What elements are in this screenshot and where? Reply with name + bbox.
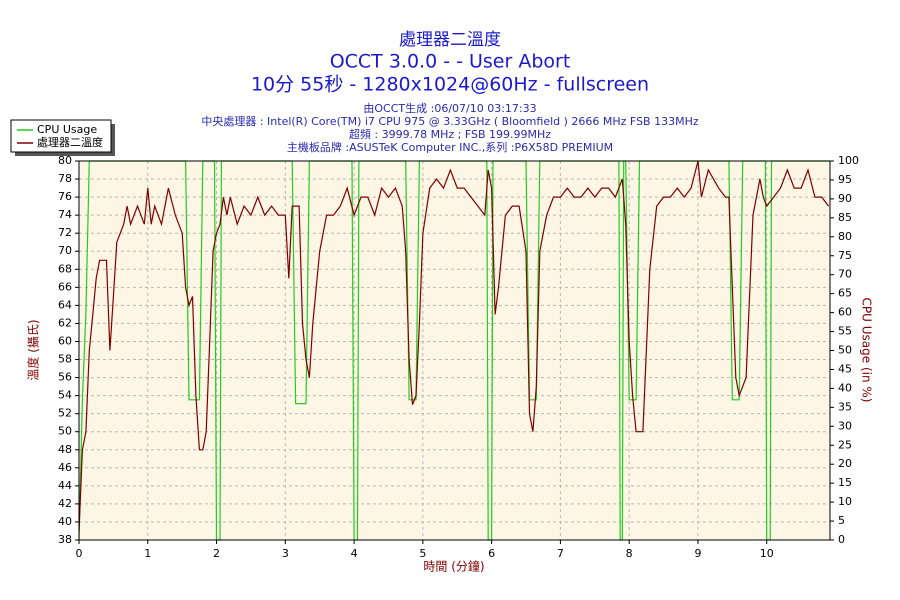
y2-tick-label: 40 (838, 381, 852, 394)
x-tick-label: 0 (76, 547, 83, 560)
y2-tick-label: 35 (838, 400, 852, 413)
y2-tick-label: 45 (838, 362, 852, 375)
y-tick-label: 44 (58, 479, 72, 492)
subtitle: OCCT 3.0.0 - - User Abort (330, 51, 571, 73)
y-tick-label: 74 (58, 208, 72, 221)
y2-tick-label: 75 (838, 249, 852, 262)
x-tick-label: 7 (557, 547, 564, 560)
x-tick-label: 3 (282, 547, 289, 560)
y2-tick-label: 25 (838, 438, 852, 451)
y-tick-label: 54 (58, 389, 72, 402)
x-tick-label: 4 (351, 547, 358, 560)
y-tick-label: 42 (58, 497, 72, 510)
x-tick-label: 1 (144, 547, 151, 560)
y2-tick-label: 85 (838, 211, 852, 224)
y-tick-label: 58 (58, 353, 72, 366)
y2-tick-label: 80 (838, 230, 852, 243)
y2-tick-label: 5 (838, 514, 845, 527)
y-tick-label: 72 (58, 226, 72, 239)
y2-tick-label: 70 (838, 268, 852, 281)
y2-tick-label: 10 (838, 495, 852, 508)
y-tick-label: 48 (58, 443, 72, 456)
y2-tick-label: 30 (838, 419, 852, 432)
y-tick-label: 66 (58, 280, 72, 293)
y-tick-label: 80 (58, 154, 72, 167)
data-line (79, 160, 830, 532)
x-tick-label: 8 (626, 547, 633, 560)
y-tick-label: 76 (58, 190, 72, 203)
y2-tick-label: 95 (838, 173, 852, 186)
y-tick-label: 56 (58, 371, 72, 384)
plot-area (78, 160, 831, 541)
y-tick-label: 68 (58, 262, 72, 275)
y-tick-label: 60 (58, 334, 72, 347)
y2-tick-label: 100 (838, 154, 859, 167)
y-tick-label: 50 (58, 425, 72, 438)
y2-tick-label: 15 (838, 476, 852, 489)
x-axis-label: 時間 (分鐘) (423, 559, 484, 574)
y-tick-label: 40 (58, 515, 72, 528)
legend-label: CPU Usage (37, 123, 97, 136)
y-tick-label: 62 (58, 316, 72, 329)
y2-tick-label: 55 (838, 325, 852, 338)
y-tick-label: 70 (58, 244, 72, 257)
legend (10, 119, 112, 153)
y-tick-label: 78 (58, 172, 72, 185)
y-tick-label: 64 (58, 298, 72, 311)
y-tick-label: 38 (58, 533, 72, 546)
info-line: 超頻 : 3999.78 MHz ; FSB 199.99MHz (349, 127, 551, 141)
y2-tick-label: 20 (838, 457, 852, 470)
info-line: 由OCCT生成 :06/07/10 03:17:33 (363, 101, 536, 115)
y-axis-label: 溫度 (攝氏) (26, 319, 41, 380)
x-tick-label: 10 (760, 547, 774, 560)
y2-tick-label: 0 (838, 533, 845, 546)
y2-tick-label: 65 (838, 287, 852, 300)
plot-border (78, 160, 831, 541)
info-line: 中央處理器 : Intel(R) Core(TM) i7 CPU 975 @ 3… (201, 114, 699, 128)
y-tick-label: 52 (58, 407, 72, 420)
x-tick-label: 5 (419, 547, 426, 560)
y2-tick-label: 60 (838, 306, 852, 319)
x-tick-label: 2 (213, 547, 220, 560)
chart-title: 處理器二溫度 (399, 30, 501, 50)
legend-label: 處理器二溫度 (37, 135, 103, 149)
y2-tick-label: 50 (838, 344, 852, 357)
y-tick-label: 46 (58, 461, 72, 474)
subtitle: 10分 55秒 - 1280x1024@60Hz - fullscreen (251, 74, 649, 96)
x-tick-label: 9 (694, 547, 701, 560)
y2-tick-label: 90 (838, 192, 852, 205)
info-line: 主機板品牌 :ASUSTeK Computer INC.,系列 :P6X58D … (287, 140, 613, 154)
x-tick-label: 6 (488, 547, 495, 560)
y2-axis-label: CPU Usage (in %) (860, 298, 874, 403)
